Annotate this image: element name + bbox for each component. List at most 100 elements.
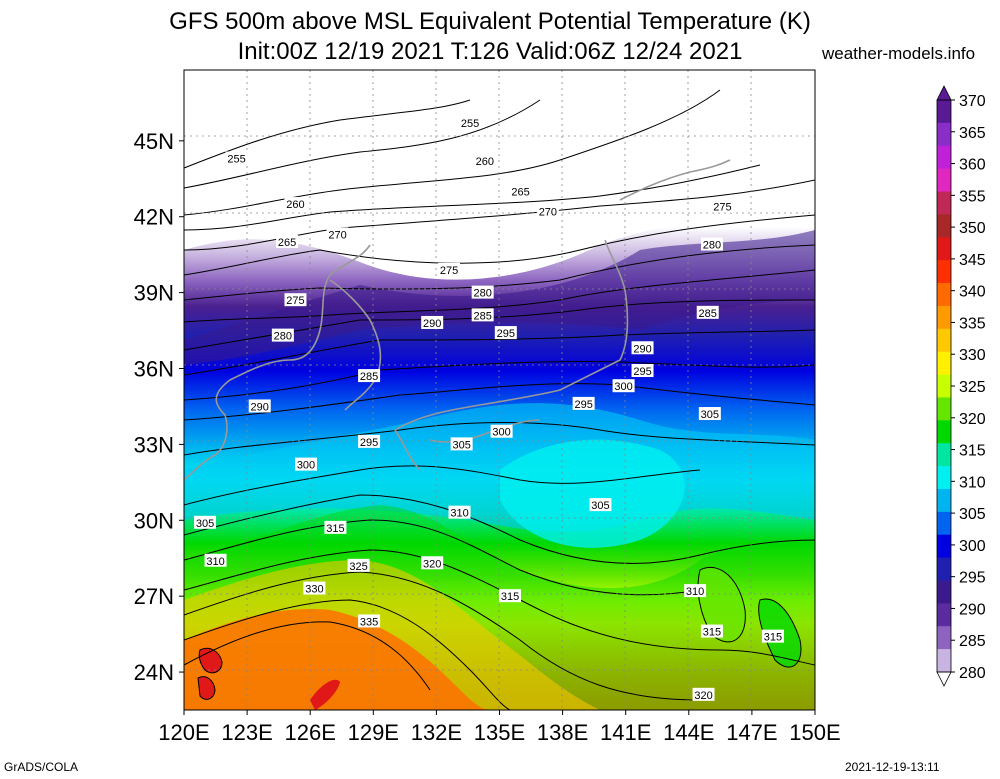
colorbar-label: 355 — [959, 188, 986, 205]
latitude-axis: 45N 42N 39N 36N 33N 30N 27N 24N — [134, 129, 184, 685]
contour-label-text: 300 — [297, 460, 315, 472]
contour-label-bg — [459, 116, 482, 130]
contour-label: 315 — [700, 624, 723, 639]
contour-label-text: 285 — [699, 308, 717, 320]
contour-label: 280 — [271, 328, 294, 343]
contour-label: 315 — [761, 629, 784, 644]
lon-tick-label: 138E — [537, 720, 588, 745]
contour-label-text: 315 — [764, 632, 782, 644]
contour-label: 335 — [358, 614, 381, 628]
contour-label: 260 — [473, 154, 496, 168]
contour-label-text: 290 — [423, 318, 441, 330]
contour-label-text: 260 — [476, 156, 494, 168]
contour-label: 330 — [303, 581, 326, 596]
colorbar-label: 280 — [959, 665, 986, 682]
lon-tick-label: 135E — [474, 720, 525, 745]
temperature-field: 255 255 260 260 265 265 270 270 275 275 275 280 280 2… — [184, 70, 815, 710]
contour-label: 255 — [459, 116, 482, 130]
colorbar-swatch — [937, 145, 951, 170]
colorbar-label: 305 — [959, 506, 986, 523]
contour-label-text: 315 — [501, 591, 519, 603]
contour-label: 270 — [326, 227, 349, 241]
contour-label: 270 — [536, 204, 559, 219]
contour-label-bg — [761, 629, 784, 643]
contour-label-text: 275 — [713, 202, 731, 214]
contour-label-text: 300 — [492, 427, 510, 439]
colorbar-label: 290 — [959, 601, 986, 618]
contour-labels: 255 255 260 260 265 265 270 270 275 275 275 280 280 2… — [194, 116, 784, 702]
colorbar-swatch — [937, 191, 951, 215]
contour-label: 295 — [631, 364, 654, 378]
contour-label-text: 315 — [326, 523, 344, 535]
contour-label-text: 310 — [450, 508, 468, 520]
colorbar-label: 335 — [959, 315, 986, 332]
contour-label-text: 305 — [452, 439, 470, 451]
colorbar-label: 370 — [959, 93, 986, 110]
contour-label: 290 — [248, 399, 271, 413]
colorbar-swatch — [937, 420, 951, 444]
contour-label-bg — [448, 505, 471, 519]
lat-tick-label: 39N — [134, 281, 174, 306]
map-title: GFS 500m above MSL Equivalent Potential … — [169, 8, 811, 35]
colorbar-swatch — [937, 534, 951, 559]
contour-label-bg — [509, 184, 532, 198]
contour-label: 275 — [438, 262, 461, 277]
colorbar-label: 340 — [959, 284, 986, 301]
contour-label-text: 290 — [633, 343, 651, 355]
contour-label-bg — [194, 515, 217, 529]
contour-label: 265 — [276, 235, 299, 249]
lon-tick-label: 141E — [600, 720, 651, 745]
lat-tick-label: 36N — [134, 356, 174, 381]
contour-label-text: 320 — [423, 558, 441, 570]
contour-label-text: 305 — [701, 409, 719, 421]
colorbar-swatch — [937, 122, 951, 147]
contour-label-bg — [271, 328, 294, 342]
contour-label: 310 — [684, 584, 707, 598]
contour-label: 295 — [358, 434, 381, 449]
lat-tick-label: 45N — [134, 129, 174, 154]
contour-label-bg — [589, 498, 612, 512]
colorbar-swatch — [937, 488, 951, 513]
colorbar-swatch — [937, 511, 951, 536]
contour-label-bg — [700, 624, 723, 638]
colorbar-swatch — [937, 237, 951, 261]
contour-label-text: 295 — [360, 437, 378, 449]
contour-label: 260 — [284, 197, 307, 211]
coastlines — [184, 159, 731, 481]
contour-label-bg — [698, 407, 721, 421]
contour-label-text: 310 — [686, 586, 704, 598]
contour-label: 305 — [194, 515, 217, 530]
site-credit[interactable]: weather-models.info — [822, 44, 976, 63]
colorbar-swatch — [937, 443, 951, 467]
contour-label-bg — [358, 369, 381, 383]
lat-tick-label: 42N — [134, 205, 174, 230]
contour-label-text: 295 — [574, 399, 592, 411]
contour-label-text: 285 — [360, 371, 378, 383]
contour-label: 310 — [204, 553, 227, 568]
contour-label: 255 — [225, 151, 248, 166]
contour-label-text: 295 — [633, 366, 651, 378]
colorbar-label: 350 — [959, 220, 986, 237]
contour-label-text: 265 — [278, 237, 296, 249]
map-subtitle: Init:00Z 12/19 2021 T:126 Valid:06Z 12/2… — [237, 38, 743, 65]
longitude-axis: 120E 123E 126E 129E 132E 135E 138E 141E 144E 147E… — [158, 710, 841, 745]
footer-timestamp: 2021-12-19-13:11 — [845, 760, 940, 774]
contour-label-text: 270 — [328, 229, 346, 241]
colorbar-swatch — [937, 580, 951, 604]
contour-label-bg — [631, 364, 654, 378]
contour-label: 295 — [494, 326, 517, 340]
contour-label-bg — [284, 197, 307, 211]
contour-label: 315 — [324, 520, 347, 535]
colorbar-min-arrow — [936, 671, 952, 687]
lon-tick-label: 129E — [348, 720, 399, 745]
colorbar-swatch — [937, 100, 951, 124]
colorbar-label: 360 — [959, 157, 986, 174]
contour-label: 290 — [631, 341, 654, 355]
contour-label-bg — [700, 237, 723, 251]
contour-label-bg — [438, 262, 461, 276]
lat-tick-label: 30N — [134, 508, 174, 533]
contour-label: 290 — [421, 315, 444, 330]
contour-label-text: 270 — [539, 207, 557, 219]
contour-label: 275 — [711, 199, 734, 214]
